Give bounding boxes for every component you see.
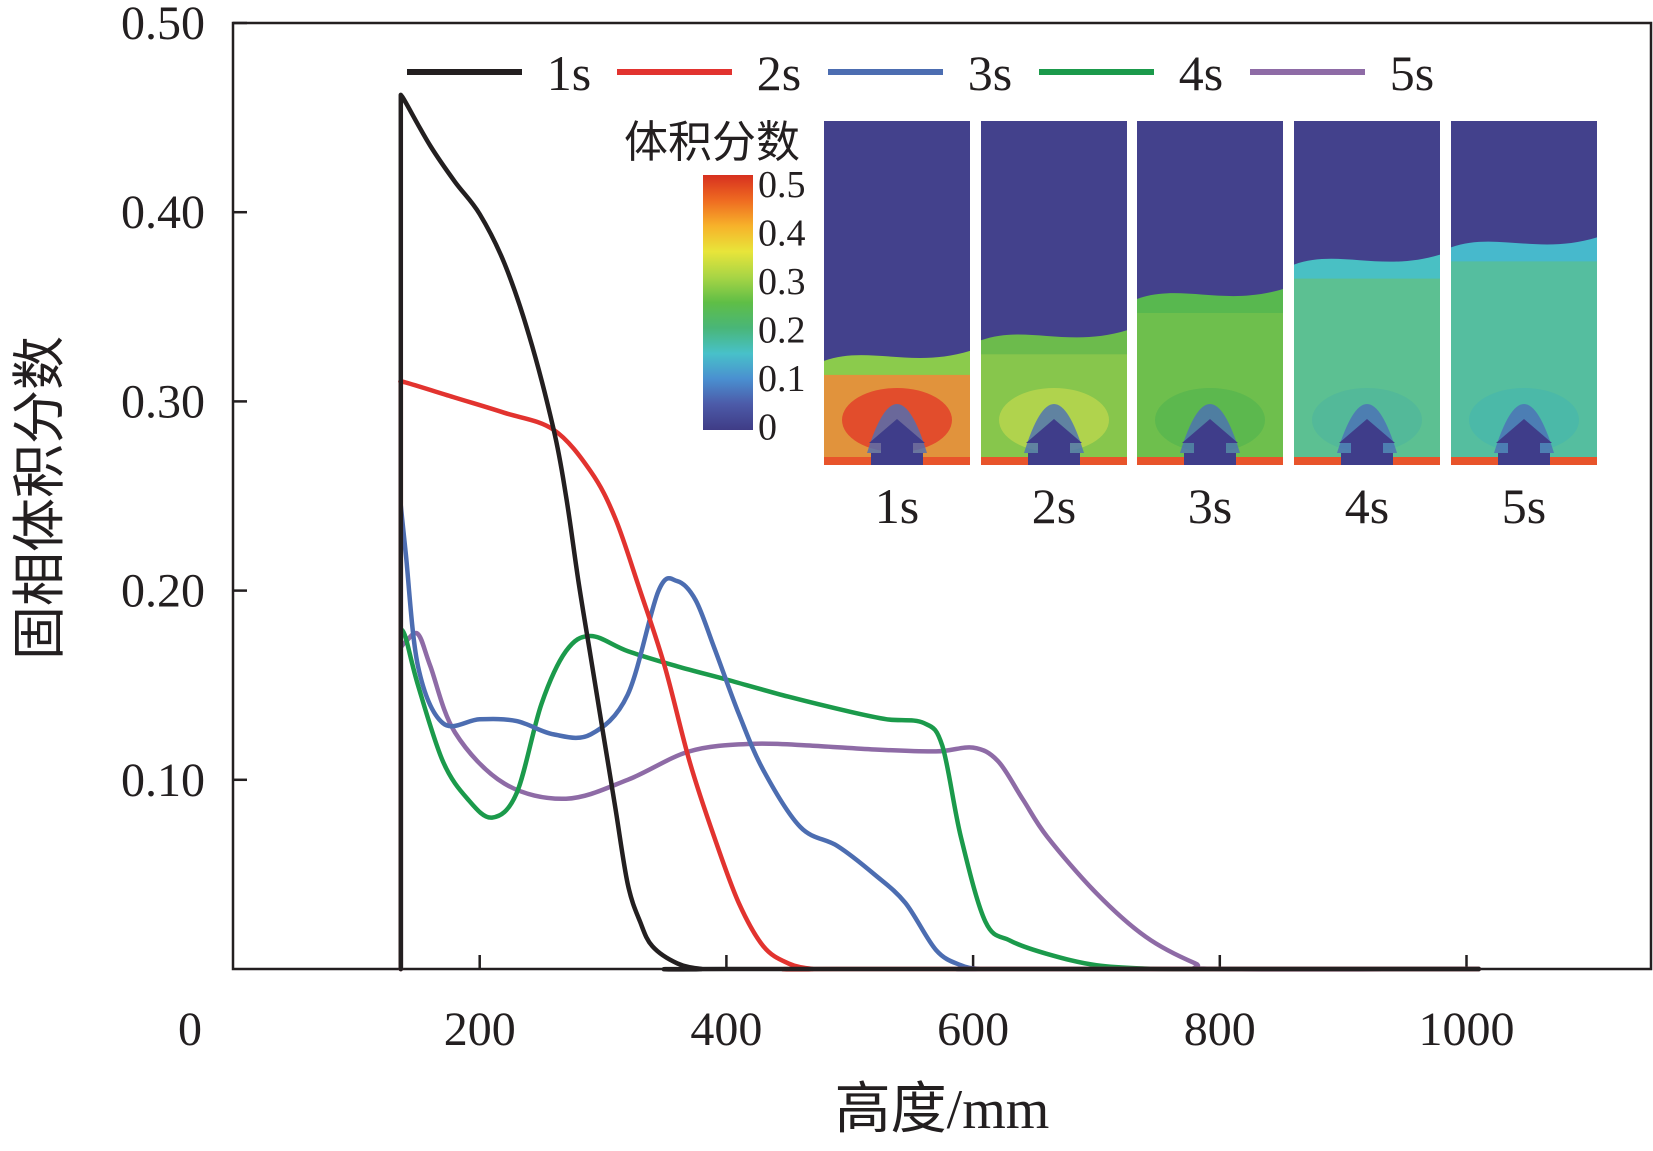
panel-time-label: 2s bbox=[1032, 478, 1076, 534]
panel-time-label: 1s bbox=[875, 478, 919, 534]
contour-panel-2s: 2s bbox=[981, 121, 1127, 534]
colorbar-tick-label: 0.3 bbox=[758, 261, 806, 303]
series-lines bbox=[398, 92, 1482, 972]
y-tick-label: 0.40 bbox=[121, 186, 205, 239]
series-line-5s bbox=[398, 630, 1482, 972]
legend-label: 1s bbox=[547, 45, 591, 101]
series-line-1s bbox=[398, 92, 1482, 972]
contour-panel-1s: 1s bbox=[824, 121, 970, 534]
colorbar-ticks: 0.5 0.4 0.3 0.2 0.1 0 bbox=[758, 164, 806, 449]
legend-label: 4s bbox=[1179, 45, 1223, 101]
y-tick-label: 0.10 bbox=[121, 754, 205, 807]
contour-panel-5s: 5s bbox=[1451, 121, 1597, 534]
y-tick-label: 0.50 bbox=[121, 0, 205, 50]
legend: 1s 2s 3s 4s 5s bbox=[407, 45, 1434, 101]
inlet-arrow-icon bbox=[1182, 419, 1238, 465]
colorbar-tick-label: 0.5 bbox=[758, 164, 806, 206]
colorbar-tick-label: 0.1 bbox=[758, 358, 806, 400]
inlet-arrow-icon bbox=[1026, 419, 1082, 465]
x-tick-label: 400 bbox=[690, 1003, 762, 1056]
panel-time-label: 4s bbox=[1345, 478, 1389, 534]
y-tick-label: 0.20 bbox=[121, 565, 205, 618]
origin-label: 0 bbox=[178, 1003, 202, 1056]
series-line-4s bbox=[398, 626, 1482, 972]
x-axis-label: 高度/mm bbox=[835, 1079, 1050, 1141]
y-axis-ticks: 0.10 0.20 0.30 0.40 0.50 bbox=[121, 0, 247, 807]
x-tick-label: 200 bbox=[444, 1003, 516, 1056]
inlet-arrow-icon bbox=[869, 419, 925, 465]
legend-label: 3s bbox=[968, 45, 1012, 101]
y-axis-label: 固相体积分数 bbox=[10, 336, 70, 660]
contour-panel-3s: 3s bbox=[1137, 121, 1283, 534]
x-tick-label: 800 bbox=[1184, 1003, 1256, 1056]
inlet-arrow-icon bbox=[1339, 419, 1395, 465]
colorbar bbox=[703, 175, 753, 430]
legend-label: 2s bbox=[757, 45, 801, 101]
colorbar-tick-label: 0.4 bbox=[758, 213, 806, 255]
x-tick-label: 600 bbox=[937, 1003, 1009, 1056]
contour-panels: 1s 2s 3s 4s 5s bbox=[824, 121, 1597, 534]
inlet-arrow-icon bbox=[1496, 419, 1552, 465]
legend-label: 5s bbox=[1390, 45, 1434, 101]
colorbar-tick-label: 0 bbox=[758, 407, 777, 449]
contour-panel-4s: 4s bbox=[1294, 121, 1440, 534]
panel-time-label: 5s bbox=[1502, 478, 1546, 534]
colorbar-tick-label: 0.2 bbox=[758, 310, 806, 352]
y-tick-label: 0.30 bbox=[121, 375, 205, 428]
x-tick-label: 1000 bbox=[1419, 1003, 1515, 1056]
colorbar-title: 体积分数 bbox=[624, 118, 800, 167]
x-axis-ticks: 200 400 600 800 1000 bbox=[444, 955, 1515, 1056]
inset-contour-panels: 体积分数 0.5 0.4 0.3 0.2 0.1 0 1s 2s 3s 4s 5s bbox=[624, 118, 1597, 534]
panel-time-label: 3s bbox=[1188, 478, 1232, 534]
